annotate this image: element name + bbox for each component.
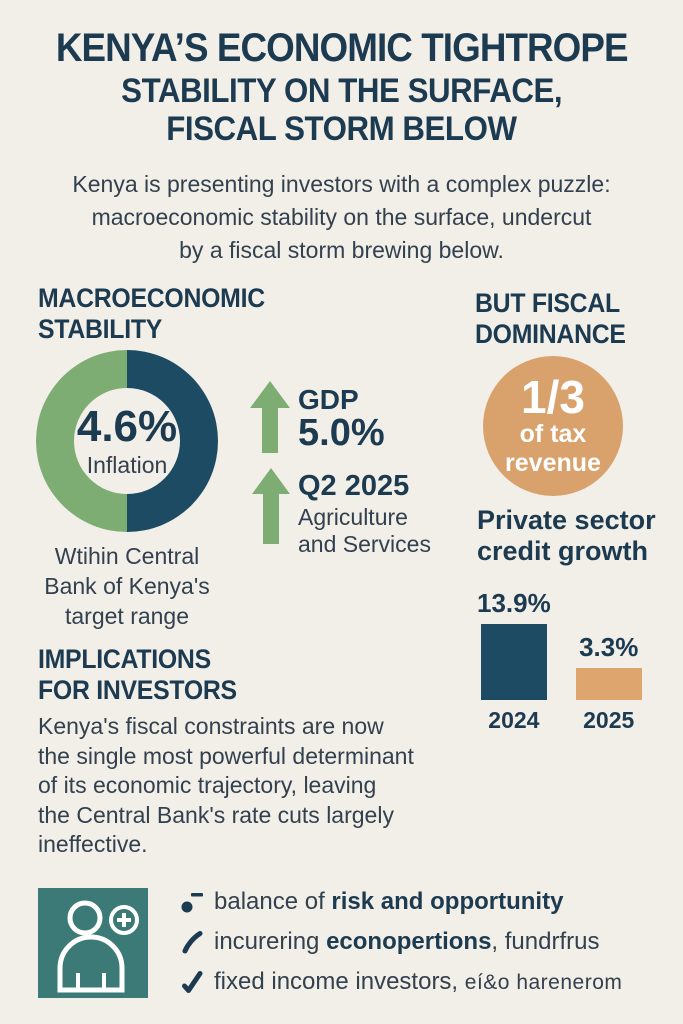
macro-heading-line2: STABILITY (38, 314, 163, 344)
gdp-up-arrow-icon (250, 381, 290, 453)
tax-revenue-badge: 1/3 of tax revenue (483, 356, 623, 496)
bar-value-label: 13.9% (477, 588, 551, 618)
bullet-text-post: , fundrfrus (491, 928, 600, 955)
bullet-text: fixed income investors, eí&o harenerom (214, 968, 622, 996)
donut-caption: Wtihin Central Bank of Kenya's target ra… (7, 541, 247, 631)
tax-revenue-caption-line: revenue (505, 449, 601, 477)
quarter-description: Agriculture and Services (298, 504, 431, 558)
quarter-desc-line: Agriculture (298, 504, 408, 530)
quarter-desc-line: and Services (298, 531, 431, 557)
implications-line: Kenya's fiscal constraints are now (38, 713, 384, 739)
page-subtitle-line1: STABILITY ON THE SURFACE, (0, 72, 683, 110)
implications-line: the Central Bank's rate cuts largely (38, 801, 394, 828)
macro-heading-line1: MACROECONOMIC (38, 283, 265, 313)
bar-value-label: 3.3% (579, 632, 639, 662)
credit-growth-title-line: credit growth (477, 536, 649, 566)
tax-revenue-value: 1/3 (521, 371, 585, 423)
credit-bar (575, 668, 642, 700)
q2-up-arrow-icon (252, 468, 290, 544)
page-subtitle-line1-text: STABILITY ON THE SURFACE, (121, 72, 562, 110)
bullet-item: balance of risk and opportunity (180, 888, 622, 915)
implications-line: ineffective. (38, 831, 148, 857)
donut-caption-line: Wtihin Central (54, 543, 200, 569)
bullet-text-pre: incurering (214, 928, 327, 955)
check-icon (182, 930, 203, 953)
page-title-text: KENYA’S ECONOMIC TIGHTROPE (55, 26, 629, 70)
tax-revenue-caption-line: of tax (519, 420, 587, 448)
quarter-label: Q2 2025 (298, 470, 410, 502)
section-heading-macro: MACROECONOMIC STABILITY (38, 283, 285, 345)
intro-text: Kenya is presenting investors with a com… (0, 168, 683, 267)
page-subtitle-line2: FISCAL STORM BELOW (0, 110, 683, 148)
bar-year-label: 2025 (583, 707, 635, 733)
person-add-icon (57, 900, 139, 993)
bullet-text: balance of risk and opportunity (214, 888, 563, 915)
credit-growth-title-line: Private sector (477, 505, 656, 535)
check-icon (182, 971, 203, 993)
credit-bar (480, 624, 547, 700)
gdp-label: GDP (298, 384, 359, 415)
bullet-text: incurering econopertions, fundrfrus (214, 928, 599, 955)
bullet-item: incurering econopertions, fundrfrus (180, 928, 622, 955)
bullet-item: fixed income investors, eí&o harenerom (180, 968, 622, 996)
credit-bar-chart: 13.9% 2024 3.3% 2025 (477, 588, 642, 734)
bullet-text-post: eí&o harenerom (464, 971, 623, 994)
fiscal-heading-line1: BUT FISCAL (475, 288, 620, 318)
bar-year-label: 2024 (488, 707, 540, 733)
inflation-value: 4.6% (76, 401, 178, 451)
donut-center: 4.6% Inflation (74, 388, 180, 494)
implications-heading-line2: FOR INVESTORS (38, 675, 237, 705)
section-heading-implications: IMPLICATIONS FOR INVESTORS (38, 644, 254, 706)
implications-heading-line1: IMPLICATIONS (38, 644, 211, 674)
bar-column-2025: 3.3% 2025 (575, 632, 642, 734)
intro-line: by a fiscal storm brewing below. (179, 237, 504, 263)
title-block: KENYA’S ECONOMIC TIGHTROPE STABILITY ON … (0, 24, 683, 148)
bar-column-2024: 13.9% 2024 (477, 588, 551, 734)
bullet-text-bold: risk and opportunity (331, 888, 564, 915)
inflation-donut-chart: 4.6% Inflation (36, 350, 218, 532)
bullet-text-pre: balance of (214, 888, 332, 915)
bullet-text-pre: fixed income investors, (214, 968, 465, 995)
implications-line: of its economic trajectory, leaving (38, 772, 377, 798)
implications-line: the single most powerful determinant (38, 742, 414, 769)
bullet-text-bold: econopertions (326, 928, 492, 955)
intro-line: Kenya is presenting investors with a com… (72, 171, 611, 197)
intro-line: macroeconomic stability on the surface, … (91, 204, 592, 230)
implications-paragraph: Kenya's fiscal constraints are now the s… (38, 712, 414, 860)
page-title: KENYA’S ECONOMIC TIGHTROPE (0, 24, 683, 72)
credit-growth-title: Private sector credit growth (477, 505, 656, 567)
dot-dash-icon (181, 892, 203, 912)
inflation-label: Inflation (86, 451, 168, 478)
section-heading-fiscal: BUT FISCAL DOMINANCE (475, 288, 639, 350)
page-subtitle-line2-text: FISCAL STORM BELOW (166, 110, 517, 148)
donut-caption-line: target range (64, 603, 190, 629)
bullet-list: balance of risk and opportunity incureri… (180, 888, 622, 996)
fiscal-heading-line2: DOMINANCE (475, 319, 626, 349)
gdp-value: 5.0% (298, 412, 385, 454)
investor-icon-box (38, 888, 148, 998)
donut-caption-line: Bank of Kenya's (44, 573, 210, 599)
